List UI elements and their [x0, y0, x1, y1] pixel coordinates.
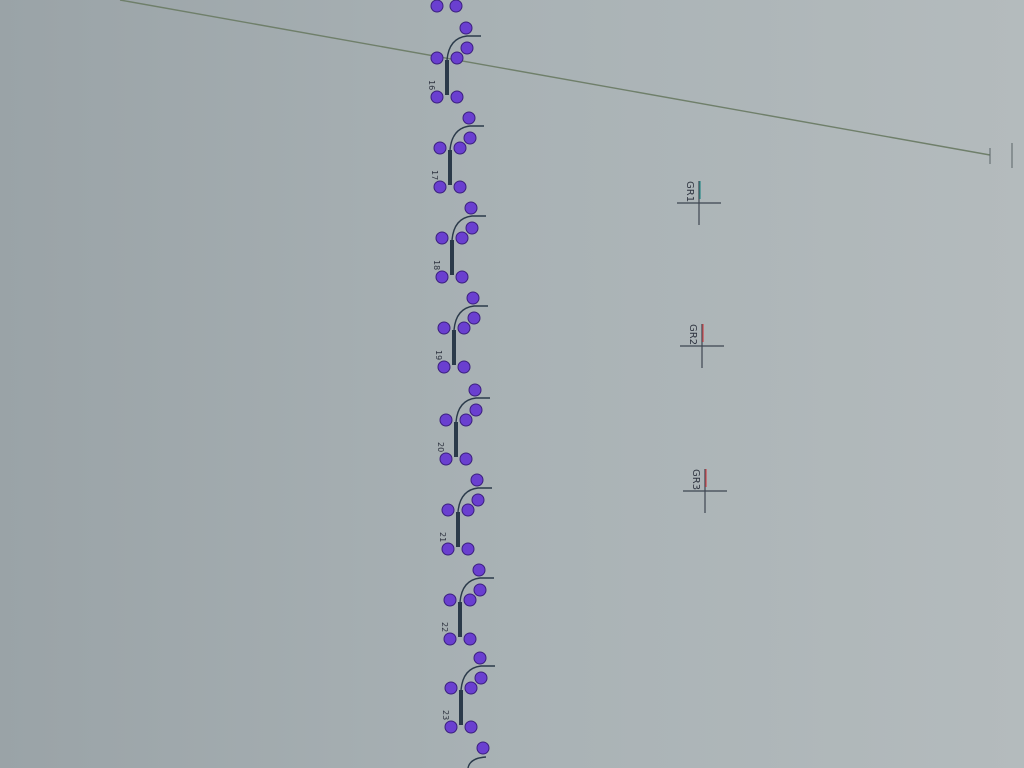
node-circle: [455, 270, 469, 284]
marker-label: GR3: [690, 469, 701, 490]
diagram-node: 22: [440, 563, 494, 646]
node-circle: [470, 473, 484, 487]
node-circle: [453, 180, 467, 194]
node-circle: [430, 51, 444, 65]
marker-gr1: GR1: [677, 181, 721, 225]
node-label: 16: [427, 80, 436, 90]
node-circle: [465, 221, 479, 235]
node-circle: [450, 90, 464, 104]
node-connector: [446, 35, 481, 61]
node-connector: [457, 487, 492, 513]
node-circle: [435, 270, 449, 284]
node-circle: [441, 503, 455, 517]
node-circle: [439, 413, 453, 427]
node-circle: [443, 593, 457, 607]
node-circle: [433, 141, 447, 155]
node-circle: [457, 321, 471, 335]
marker-label: GR2: [687, 324, 698, 345]
node-circle: [466, 291, 480, 305]
diagonal-line: [119, 0, 991, 156]
node-connector: [459, 577, 494, 603]
diagram-node: 17: [430, 111, 484, 194]
marker-gr3: GR3: [683, 469, 727, 513]
diagram-node: 20: [436, 383, 490, 466]
marker-gr2: GR2: [680, 324, 724, 368]
node-circle: [441, 542, 455, 556]
node-connector: [451, 215, 486, 241]
node-circle: [435, 231, 449, 245]
node-circle: [444, 681, 458, 695]
diagram-node: 18: [432, 201, 486, 284]
node-label: 18: [432, 260, 441, 270]
node-circle: [463, 131, 477, 145]
partial-node-top: [430, 0, 463, 13]
diagonal-line-end-mark: [989, 143, 1013, 168]
node-circle: [464, 720, 478, 734]
node-circle: [461, 542, 475, 556]
node-circle: [467, 311, 481, 325]
node-circle: [430, 90, 444, 104]
node-circle: [471, 493, 485, 507]
diagram-node: 21: [438, 473, 492, 556]
node-circle: [464, 201, 478, 215]
node-circle: [463, 593, 477, 607]
node-circle: [473, 583, 487, 597]
marker-label: GR1: [684, 181, 695, 202]
node-circle: [459, 21, 473, 35]
node-connector: [460, 665, 495, 691]
node-circle: [450, 51, 464, 65]
diagram-node: 23: [441, 651, 495, 734]
node-circle: [444, 720, 458, 734]
diagram-node: 19: [434, 291, 488, 374]
node-circle: [439, 452, 453, 466]
node-label: 21: [438, 532, 447, 542]
node-circle: [474, 671, 488, 685]
markers-group: GR1 GR2 GR3: [677, 181, 727, 513]
node-circle: [464, 681, 478, 695]
node-label: 22: [440, 622, 449, 632]
node-label: 20: [436, 442, 445, 452]
node-connector: [449, 125, 484, 151]
partial-node-bottom: [467, 741, 490, 768]
node-circle: [459, 413, 473, 427]
node-label: 19: [434, 350, 443, 360]
node-circle: [459, 452, 473, 466]
node-circle: [463, 632, 477, 646]
node-circle: [437, 321, 451, 335]
node-circle: [461, 503, 475, 517]
node-circle: [468, 383, 482, 397]
node-label: 23: [441, 710, 450, 720]
node-circle: [455, 231, 469, 245]
node-circle: [469, 403, 483, 417]
node-circle: [457, 360, 471, 374]
node-circle: [453, 141, 467, 155]
node-circle: [433, 180, 447, 194]
node-connector: [453, 305, 488, 331]
node-connector: [455, 397, 490, 423]
node-circle: [472, 563, 486, 577]
node-circle: [462, 111, 476, 125]
node-circle: [473, 651, 487, 665]
nodes-group: 16 17 18 19 20 21 22 23: [427, 21, 495, 734]
node-circle: [460, 41, 474, 55]
node-circle: [443, 632, 457, 646]
diagram-node: 16: [427, 21, 481, 104]
node-circle: [437, 360, 451, 374]
node-label: 17: [430, 170, 439, 180]
